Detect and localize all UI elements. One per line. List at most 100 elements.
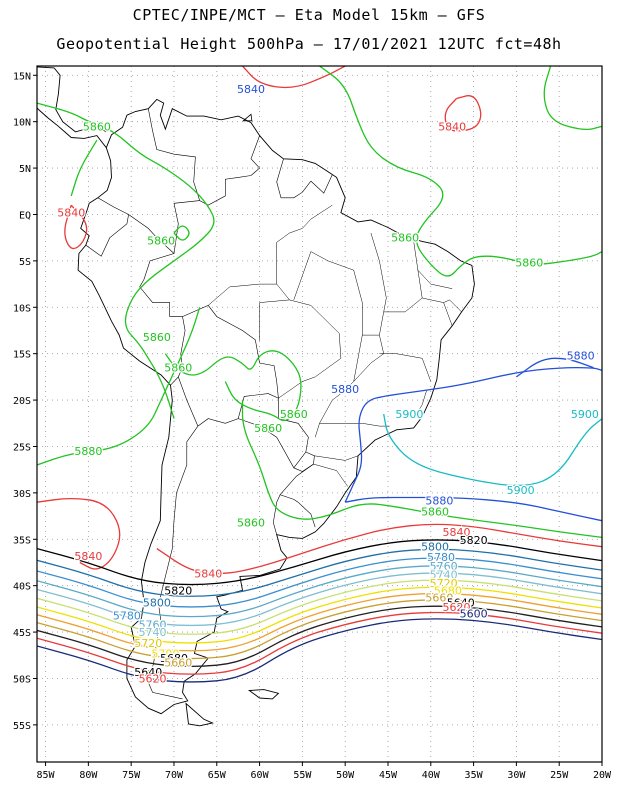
state-border — [353, 353, 384, 382]
contour-label: 5760 — [139, 619, 167, 632]
central-america-caribbean-coast — [37, 66, 107, 133]
lon-tick-label: 70W — [165, 770, 184, 781]
lat-tick-label: 5S — [19, 257, 31, 268]
contour-label: 5760 — [430, 560, 458, 573]
contour-label: 5640 — [134, 666, 162, 679]
contour-label: 5860 — [391, 232, 419, 245]
lon-tick-label: 30W — [507, 770, 526, 781]
lon-tick-label: 40W — [422, 770, 441, 781]
contour-label: 5860 — [280, 408, 308, 421]
lon-tick-label: 65W — [208, 770, 227, 781]
contour-label: 5660 — [425, 592, 453, 605]
lat-tick-label: 5N — [19, 164, 31, 175]
contour-band-7 — [37, 599, 602, 660]
lat-tick-label: 50S — [13, 674, 31, 685]
country-border — [279, 463, 314, 495]
lat-tick-label: 45S — [13, 628, 31, 639]
contour-label: 5860 — [237, 517, 265, 530]
axis-ticks: 15N 10N 5N EQ 5S 10S 15S 20S 25S 30S 35S 40S 45S 50S 5… — [13, 71, 612, 781]
country-border — [199, 135, 261, 206]
contour-label: 5880 — [567, 350, 595, 363]
state-border — [443, 299, 462, 313]
contour-band-8 — [37, 605, 602, 667]
country-border — [272, 494, 316, 535]
contour-label: 5860 — [83, 120, 111, 133]
contour-label: 5900 — [395, 408, 423, 421]
lon-tick-label: 55W — [293, 770, 312, 781]
contour-label: 5680 — [160, 652, 188, 665]
contour-label: 5860 — [164, 362, 192, 375]
contour-label: 5820 — [460, 534, 488, 547]
contour-label: 5840 — [194, 568, 222, 581]
contour-5860-ne — [319, 66, 602, 277]
lat-tick-label: 15N — [13, 71, 31, 82]
contour-label: 5720 — [430, 577, 458, 590]
contour-5840-north — [242, 66, 346, 89]
country-border — [310, 174, 333, 194]
contour-band-0 — [37, 548, 602, 597]
contour-5860-south — [241, 400, 602, 539]
contour-5860-pacific — [37, 307, 201, 466]
contour-label: 5880 — [74, 445, 102, 458]
state-border — [319, 423, 390, 427]
country-border — [146, 425, 199, 700]
state-border — [208, 283, 290, 306]
contour-5880-east — [516, 357, 594, 378]
contour-band-2 — [37, 565, 602, 618]
contour-label: 5840 — [442, 526, 470, 539]
contour-label: 5780 — [427, 551, 455, 564]
lat-tick-label: 10N — [13, 118, 31, 129]
country-border — [128, 214, 186, 386]
falkland-islands — [248, 689, 280, 700]
contour-5840-pacific — [37, 498, 121, 570]
country-border — [178, 305, 279, 427]
grid-lines — [37, 66, 603, 762]
contour-label: 5720 — [134, 637, 162, 650]
lon-tick-label: 45W — [379, 770, 398, 781]
contour-band-1 — [37, 557, 602, 608]
contour-band-9 — [37, 611, 602, 675]
contour-label: 5900 — [507, 484, 535, 497]
contour-band-5 — [37, 586, 602, 644]
contour-5900 — [383, 413, 602, 487]
lon-tick-label: 20W — [593, 770, 612, 781]
state-border — [278, 358, 342, 399]
lon-tick-label: 75W — [122, 770, 141, 781]
contour-label: 5660 — [164, 657, 192, 670]
contour-label: 5860 — [515, 257, 543, 270]
trinidad-island — [242, 113, 253, 122]
tierra-del-fuego — [185, 702, 214, 727]
lon-tick-label: 85W — [37, 770, 56, 781]
lat-tick-label: 20S — [13, 396, 31, 407]
state-border — [370, 232, 387, 336]
contour-5860-colombia — [70, 139, 98, 197]
height-contours — [37, 66, 602, 683]
state-border — [259, 299, 342, 359]
lon-tick-label: 80W — [79, 770, 98, 781]
contour-band-10 — [37, 618, 602, 683]
lat-tick-label: 10S — [13, 303, 31, 314]
contour-5840-south — [156, 523, 602, 575]
state-border — [422, 297, 453, 326]
state-border — [379, 353, 432, 382]
lon-tick-label: 50W — [336, 770, 355, 781]
contour-label: 5880 — [425, 494, 453, 507]
state-border — [413, 390, 427, 419]
title-line-2: Geopotential Height 500hPa – 17/01/2021 … — [56, 35, 562, 53]
contour-label: 5860 — [254, 422, 282, 435]
contour-label: 5780 — [113, 609, 141, 622]
contour-label: 5840 — [74, 550, 102, 563]
contour-label: 5860 — [147, 234, 175, 247]
contour-5840-ecuador — [64, 204, 88, 250]
contour-5860-bolivia — [164, 350, 302, 422]
state-border — [383, 241, 423, 313]
contour-label: 5740 — [139, 626, 167, 639]
lon-tick-label: 35W — [465, 770, 484, 781]
country-border — [276, 158, 312, 199]
contour-label: 5680 — [434, 584, 462, 597]
geography — [37, 66, 475, 727]
contour-label: 5860 — [143, 331, 171, 344]
state-border — [293, 251, 384, 354]
